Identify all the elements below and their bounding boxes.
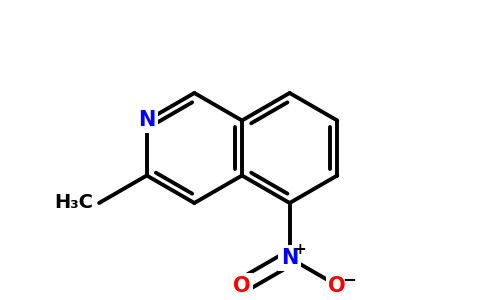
Text: −: − xyxy=(342,271,356,289)
Text: H₃C: H₃C xyxy=(54,194,93,212)
Text: O: O xyxy=(329,275,346,296)
Text: +: + xyxy=(293,242,306,257)
Text: N: N xyxy=(281,248,298,268)
Text: O: O xyxy=(233,275,251,296)
Text: N: N xyxy=(138,110,155,130)
